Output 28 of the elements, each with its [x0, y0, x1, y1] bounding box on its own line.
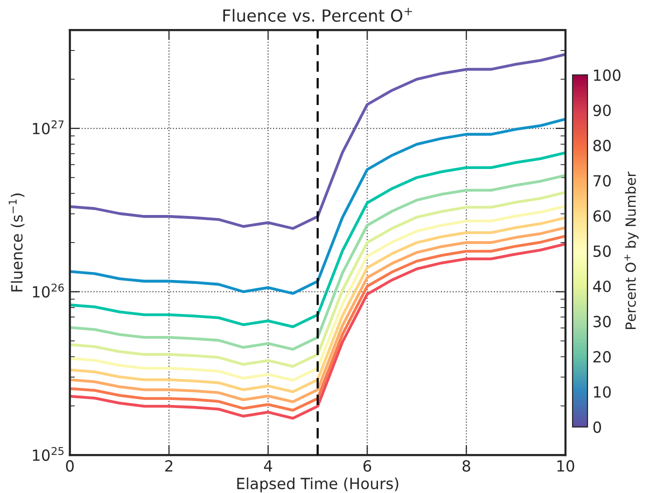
- line-series: [70, 174, 566, 351]
- color-bar-label: 100: [594, 69, 620, 81]
- y-tick-label: 10$^{25}$: [32, 446, 64, 461]
- color-bar-label: 50: [594, 245, 611, 257]
- line-series: [70, 118, 566, 295]
- x-tick-label: 0: [66, 460, 74, 472]
- y-tick-label: 10$^{26}$: [32, 284, 64, 298]
- color-bar-label: 10: [594, 386, 611, 398]
- color-bar-label: 70: [594, 175, 611, 187]
- x-tick-label: 10: [557, 460, 574, 472]
- x-tick-label: 2: [165, 460, 172, 472]
- x-tick-label: 4: [264, 460, 272, 472]
- chart-title: Fluence vs. Percent O$^{+}$: [223, 8, 412, 22]
- color-bar-label: 40: [593, 280, 611, 292]
- color-bar-title: Percent O$^{+}$ by Number: [624, 172, 639, 329]
- line-series: [70, 52, 566, 230]
- x-axis-title: Elapsed Time (Hours): [237, 477, 398, 492]
- color-bar-label: 0: [593, 421, 602, 433]
- color-bar-label: 60: [593, 210, 611, 222]
- line-series: [70, 151, 566, 328]
- color-bar-label: 90: [593, 104, 611, 116]
- color-bar-label: 30: [594, 316, 611, 328]
- color-bar-label: 20: [593, 351, 611, 363]
- y-tick-label: 10$^{27}$: [32, 120, 64, 134]
- y-axis-title: Fluence (s$^{−1}$): [8, 194, 24, 292]
- x-tick-label: 8: [462, 460, 470, 472]
- color-bar-label: 80: [593, 140, 611, 152]
- x-tick-label: 6: [363, 460, 372, 472]
